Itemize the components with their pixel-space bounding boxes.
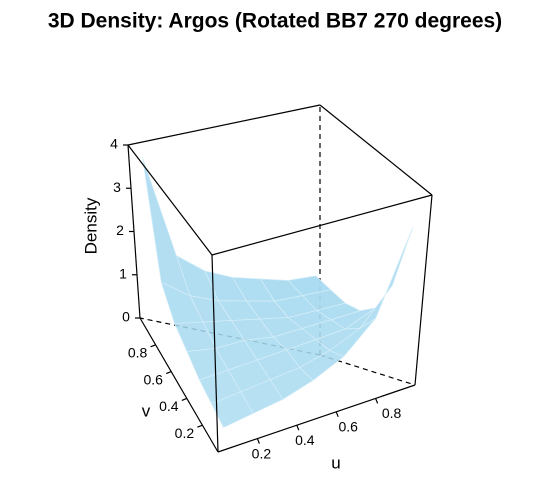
y-axis-title: v	[142, 401, 151, 420]
box-edge	[211, 194, 433, 256]
box-edge	[139, 317, 219, 453]
surface-facet	[210, 391, 254, 428]
x-tick	[335, 411, 339, 418]
z-tick-label: 2	[116, 222, 124, 238]
x-axis-title: u	[331, 453, 340, 472]
x-tick-label: 0.2	[252, 445, 272, 461]
x-tick-label: 0.4	[295, 432, 315, 448]
surface-facet	[142, 157, 191, 297]
y-tick-label: 0.8	[128, 345, 148, 361]
z-axis-title: Density	[81, 197, 100, 254]
box-edge	[217, 384, 416, 453]
y-tick	[197, 424, 203, 428]
y-tick-label: 0.2	[175, 425, 195, 441]
x-tick-label: 0.6	[338, 419, 358, 435]
box-edge	[211, 254, 219, 453]
box-edge	[414, 194, 433, 386]
x-tick-label: 0.8	[382, 405, 402, 421]
y-tick	[181, 397, 188, 401]
x-tick	[296, 424, 300, 431]
z-tick-label: 4	[110, 136, 118, 152]
box-edge	[127, 144, 213, 256]
box-edge	[319, 104, 433, 196]
box-edge	[127, 104, 321, 146]
box-edge	[319, 354, 416, 386]
x-tick	[256, 438, 260, 444]
z-tick-label: 3	[113, 179, 121, 195]
z-tick-label: 0	[122, 309, 130, 325]
surface	[142, 157, 414, 428]
x-tick	[375, 398, 379, 404]
chart-title: 3D Density: Argos (Rotated BB7 270 degre…	[48, 10, 502, 33]
z-tick-label: 1	[119, 265, 127, 281]
y-tick	[165, 371, 172, 375]
y-tick-label: 0.4	[159, 398, 179, 414]
y-tick	[150, 344, 156, 348]
front-edges: 0 1 2 3 4 0.2 0.4 0.6 0.8 0.2 0.4 0.6 0.8	[110, 104, 433, 461]
y-tick-label: 0.6	[143, 371, 163, 387]
